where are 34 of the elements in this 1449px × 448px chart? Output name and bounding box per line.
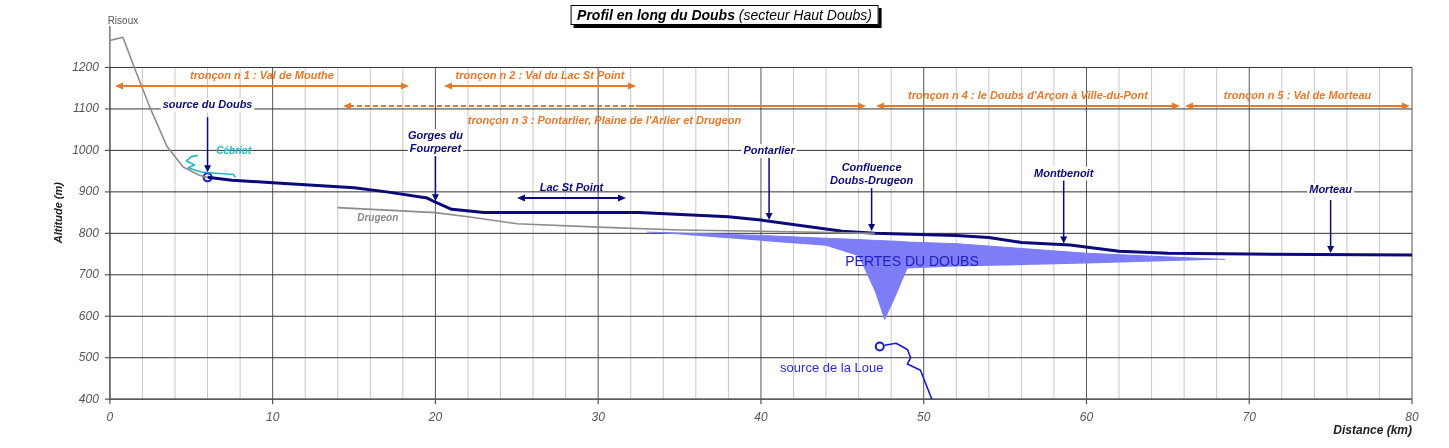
y-tick-label: 900 <box>78 184 100 199</box>
y-tick-label: 500 <box>78 350 100 365</box>
y-tick-label: 600 <box>78 308 100 323</box>
annotation: Lac St Point <box>539 180 605 193</box>
chart-subtitle: (secteur Haut Doubs) <box>738 7 872 23</box>
y-tick-label: 1100 <box>73 101 100 116</box>
annotation: Confluence Doubs-Drugeon <box>830 161 914 187</box>
annotation: source du Doubs <box>162 98 253 111</box>
x-tick-label: 80 <box>1405 409 1419 424</box>
y-tick-label: 1000 <box>72 142 100 157</box>
y-tick-label: 800 <box>78 225 100 240</box>
x-tick-label: 50 <box>917 409 931 424</box>
x-axis-title: Distance (km) <box>1333 423 1412 438</box>
x-tick-label: 10 <box>265 409 280 424</box>
y-tick-label: 700 <box>78 267 100 282</box>
x-tick-label: 70 <box>1242 409 1257 424</box>
annotation: Gorges du Fourperet <box>407 129 464 155</box>
x-tick-label: 20 <box>427 409 443 424</box>
y-tick-label: 1200 <box>72 59 100 74</box>
annotation: Drugeon <box>357 212 399 224</box>
y-tick-label: 400 <box>78 391 100 406</box>
x-tick-label: 0 <box>106 409 114 424</box>
annotation: Pontarlier <box>743 143 796 156</box>
annotation: tronçon n 2 : Val du Lac St Point <box>455 68 626 81</box>
annotation: source de la Loue <box>780 360 884 376</box>
annotation: tronçon n 3 : Pontarlier, Plaine de l'Arlier et Drugeon <box>467 113 742 126</box>
annotation: Risoux <box>107 14 139 26</box>
annotation: Morteau <box>1309 183 1353 196</box>
x-tick-label: 40 <box>754 409 768 424</box>
y-axis-title: Altitude (m) <box>51 181 64 245</box>
chart-title: Profil en long du Doubs <box>577 7 735 23</box>
annotation: Montbenoit <box>1034 166 1095 179</box>
x-tick-label: 30 <box>591 409 606 424</box>
x-tick-label: 60 <box>1079 409 1094 424</box>
